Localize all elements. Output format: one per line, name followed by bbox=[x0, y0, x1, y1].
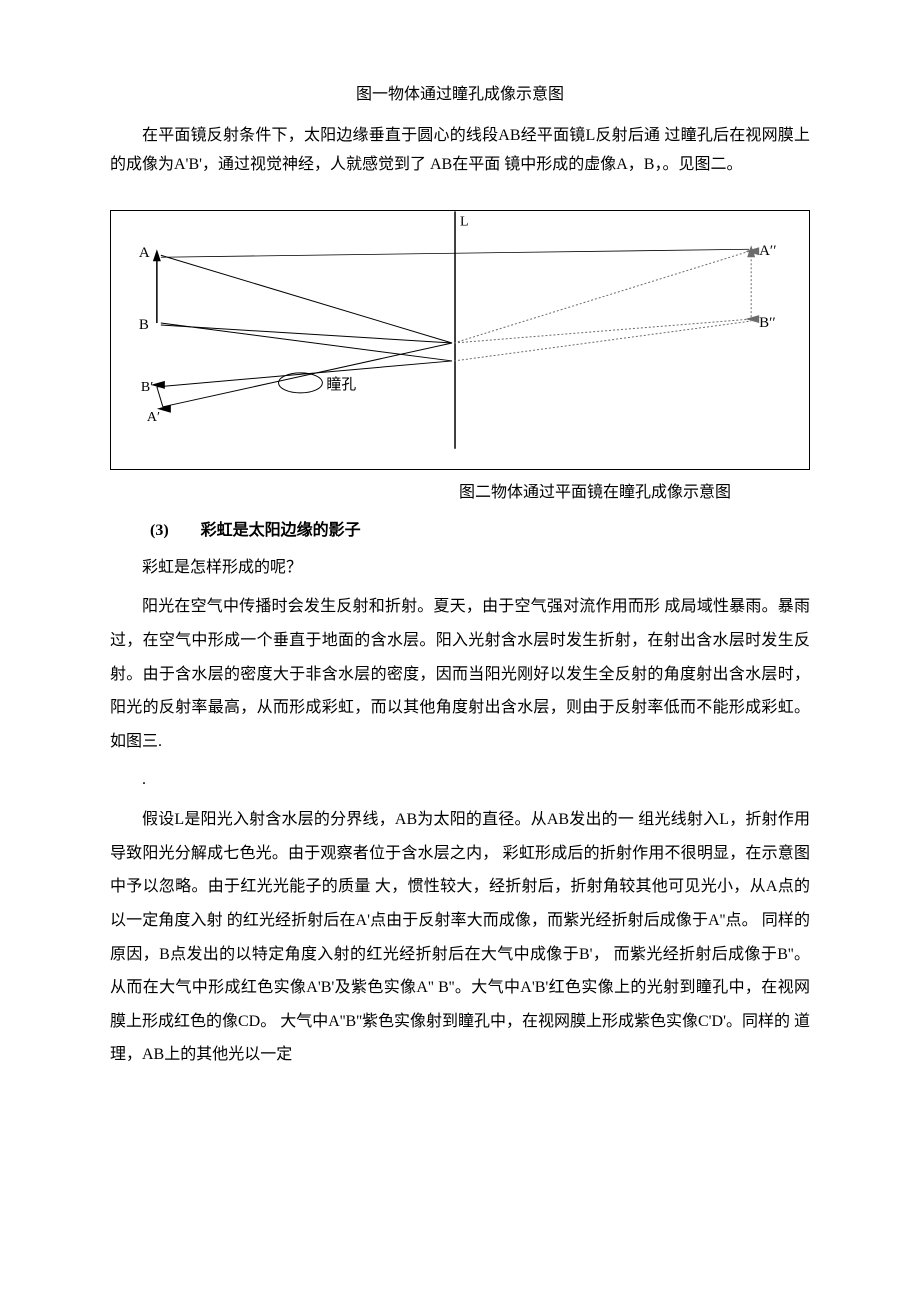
ray-A-to-L bbox=[161, 255, 452, 343]
paragraph-1: 在平面镜反射条件下，太阳边缘垂直于圆心的线段AB经平面镜L反射后通 过瞳孔后在视… bbox=[110, 122, 810, 180]
image-ApBp bbox=[157, 386, 163, 406]
mirror-label: L bbox=[460, 214, 469, 229]
figure2-caption: 图二物体通过平面镜在瞳孔成像示意图 bbox=[110, 478, 810, 502]
label-Ap: A′ bbox=[147, 409, 160, 424]
virtual-ray-1 bbox=[454, 319, 751, 343]
pupil-ellipse bbox=[279, 372, 323, 392]
paragraph-4: 假设L是阳光入射含水层的分界线，AB为太阳的直径。从AB发出的一 组光线射入L，… bbox=[110, 803, 810, 1072]
section-3-title: 彩虹是太阳边缘的影子 bbox=[201, 522, 361, 539]
reflected-to-Ap bbox=[163, 343, 452, 407]
reflected-to-Bp bbox=[157, 361, 452, 387]
figure1-caption: 图一物体通过瞳孔成像示意图 bbox=[110, 80, 810, 104]
section-3-number: (3) bbox=[150, 522, 169, 539]
label-Bpp: B′′ bbox=[759, 315, 776, 331]
label-B: B bbox=[139, 317, 149, 333]
ray-B-to-L bbox=[161, 323, 452, 361]
figure2-diagram: L A B 瞳孔 B′ A′ A′′ B′′ bbox=[110, 210, 810, 470]
stray-dot: . bbox=[110, 766, 810, 795]
arrowhead-A bbox=[153, 249, 161, 261]
ray-B-to-L2 bbox=[161, 325, 452, 343]
mirror-diagram-svg: L A B 瞳孔 B′ A′ A′′ B′′ bbox=[111, 211, 809, 469]
label-App: A′′ bbox=[759, 243, 776, 259]
paragraph-3: 阳光在空气中传播时会发生反射和折射。夏天，由于空气强对流作用而形 成局域性暴雨。… bbox=[110, 590, 810, 758]
pupil-label: 瞳孔 bbox=[326, 374, 356, 392]
label-A: A bbox=[139, 245, 150, 261]
paragraph-2: 彩虹是怎样形成的呢？ bbox=[110, 554, 810, 583]
section-3-heading: (3) 彩虹是太阳边缘的影子 bbox=[110, 516, 810, 540]
label-Bp: B′ bbox=[141, 379, 153, 394]
virtual-ray-2 bbox=[454, 321, 751, 361]
virtual-ray-3 bbox=[454, 251, 749, 343]
